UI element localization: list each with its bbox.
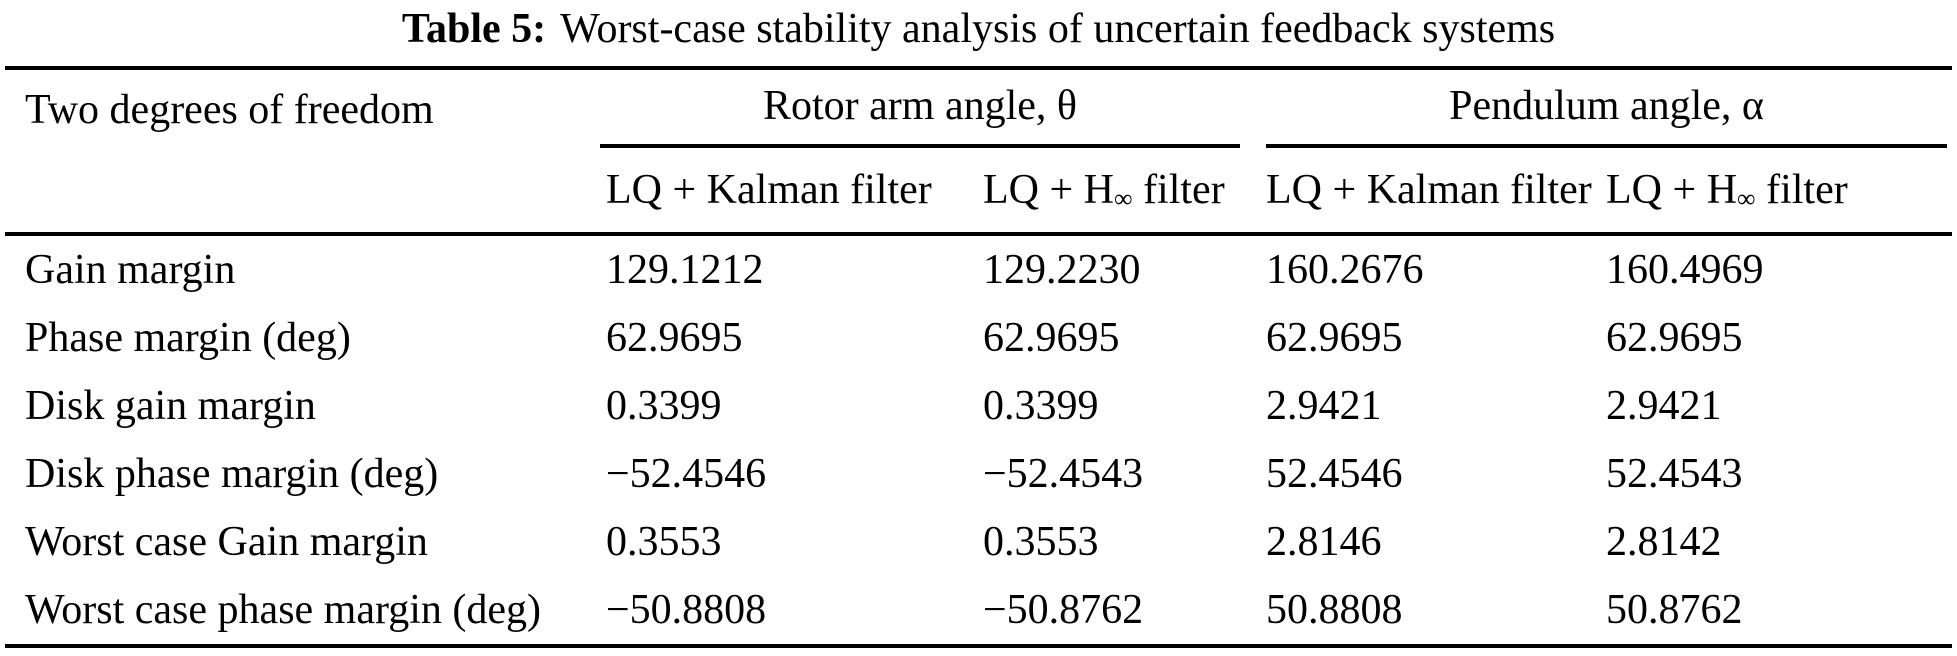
table-row-gain-margin: Gain margin 129.1212 129.2230 160.2676 1… xyxy=(5,232,1953,304)
value-cell: 50.8762 xyxy=(1606,587,1743,633)
table-row-phase-margin: Phase margin (deg) 62.9695 62.9695 62.96… xyxy=(5,304,1952,372)
row-label: Worst case Gain margin xyxy=(25,519,428,565)
value-cell: 62.9695 xyxy=(1606,315,1743,361)
row-label: Gain margin xyxy=(5,232,600,304)
value-cell: 0.3553 xyxy=(983,519,1099,565)
subheader-lq-kalman-2: LQ + Kalman filter xyxy=(1266,167,1592,213)
table-caption-label: Table 5: xyxy=(401,6,547,52)
infinity-subscript: ∞ xyxy=(1737,183,1756,213)
row-label: Phase margin (deg) xyxy=(25,315,351,361)
value-cell: 160.2676 xyxy=(1252,232,1601,304)
group-header-rotor-arm-angle: Rotor arm angle, θ xyxy=(600,68,1252,148)
stub-header: Two degrees of freedom xyxy=(25,87,434,133)
value-cell: 50.8808 xyxy=(1266,587,1403,633)
subheader-lq-kalman-1: LQ + Kalman filter xyxy=(606,167,932,213)
value-cell: −50.8762 xyxy=(983,587,1144,633)
value-cell: 160.4969 xyxy=(1600,232,1953,304)
table-caption-text: Worst-case stability analysis of uncerta… xyxy=(560,6,1556,52)
value-cell: 129.2230 xyxy=(978,232,1253,304)
subheader-lq-hinf-1: LQ + H∞ filter xyxy=(983,167,1225,213)
value-cell: 0.3399 xyxy=(606,383,722,429)
value-cell: 129.1212 xyxy=(600,232,978,304)
value-cell: 52.4543 xyxy=(1606,451,1743,497)
value-cell: 2.9421 xyxy=(1606,383,1722,429)
value-cell: 2.8142 xyxy=(1606,519,1722,565)
group-header-pendulum-label: Pendulum angle, α xyxy=(1266,78,1948,148)
value-cell: 2.8146 xyxy=(1266,519,1382,565)
value-cell: −52.4543 xyxy=(983,451,1144,497)
value-cell: 0.3399 xyxy=(983,383,1099,429)
value-cell: 62.9695 xyxy=(983,315,1120,361)
group-header-pendulum-angle: Pendulum angle, α xyxy=(1252,68,1952,148)
stability-analysis-table: Two degrees of freedom Rotor arm angle, … xyxy=(5,66,1953,648)
value-cell: 62.9695 xyxy=(606,315,743,361)
table-row-disk-phase-margin: Disk phase margin (deg) −52.4546 −52.454… xyxy=(5,440,1952,508)
table-caption: Table 5: Worst-case stability analysis of… xyxy=(0,0,1957,52)
value-cell: 0.3553 xyxy=(606,519,722,565)
table-row-disk-gain-margin: Disk gain margin 0.3399 0.3399 2.9421 2.… xyxy=(5,372,1952,440)
subheader-row: LQ + Kalman filter LQ + H∞ filter LQ + K… xyxy=(5,148,1952,234)
table-row-worst-case-phase-margin: Worst case phase margin (deg) −50.8808 −… xyxy=(5,576,1952,646)
infinity-subscript: ∞ xyxy=(1114,183,1133,213)
table-row-worst-case-gain-margin: Worst case Gain margin 0.3553 0.3553 2.8… xyxy=(5,508,1952,576)
value-cell: 52.4546 xyxy=(1266,451,1403,497)
row-label: Disk phase margin (deg) xyxy=(25,451,439,497)
row-label: Disk gain margin xyxy=(25,383,316,429)
value-cell: 2.9421 xyxy=(1266,383,1382,429)
group-header-rotor-label: Rotor arm angle, θ xyxy=(600,78,1241,148)
value-cell: 62.9695 xyxy=(1266,315,1403,361)
row-label: Worst case phase margin (deg) xyxy=(25,587,541,633)
subheader-lq-hinf-2: LQ + H∞ filter xyxy=(1606,167,1848,213)
value-cell: −50.8808 xyxy=(606,587,767,633)
group-header-row: Two degrees of freedom Rotor arm angle, … xyxy=(5,68,1952,148)
value-cell: −52.4546 xyxy=(606,451,767,497)
